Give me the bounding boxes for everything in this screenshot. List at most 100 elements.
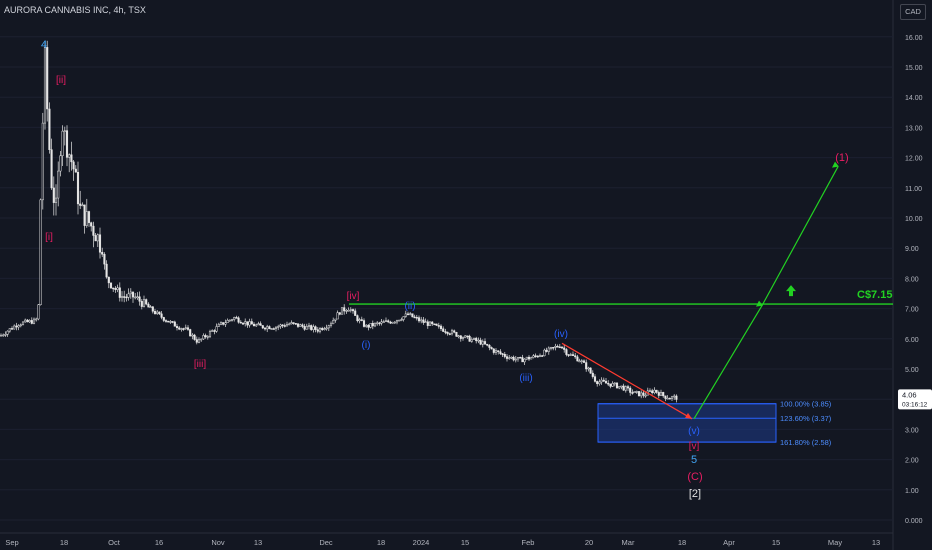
candle (556, 344, 559, 348)
candle (13, 324, 16, 330)
candle (316, 327, 319, 334)
price-axis[interactable]: 16.00 15.00 14.00 13.00 12.00 11.00 10.00 9.00 8… (898, 35, 932, 525)
candle (142, 295, 146, 308)
candle (288, 322, 291, 326)
candle-body (24, 319, 27, 323)
candle (59, 150, 62, 177)
candle-body (349, 309, 352, 311)
candle-body (424, 321, 427, 324)
candle (391, 321, 394, 324)
candle (68, 153, 71, 173)
candle (369, 323, 372, 329)
candle-body (310, 325, 313, 330)
candle (173, 320, 176, 327)
candle-body (402, 316, 405, 320)
candle-body (378, 322, 381, 325)
candle-body (525, 356, 528, 360)
candle (54, 184, 58, 216)
candle-body (369, 323, 372, 328)
candle (666, 395, 669, 400)
candle-body (325, 327, 328, 330)
candle (277, 324, 280, 331)
candle (255, 323, 258, 327)
candle (164, 319, 168, 323)
candle (246, 321, 249, 328)
candle-body (184, 327, 187, 329)
candle (158, 311, 161, 315)
candle (530, 356, 533, 360)
candle (15, 322, 18, 331)
candle (626, 384, 630, 391)
candle (567, 354, 570, 358)
candle-body (43, 47, 47, 124)
candle (21, 321, 25, 326)
currency-badge[interactable]: CAD (900, 4, 926, 20)
candle-body (4, 334, 7, 336)
candle (186, 325, 190, 331)
y-tick-label: 14.00 (905, 95, 923, 102)
candle-body (272, 328, 275, 330)
candle-body (558, 346, 561, 349)
candle (96, 233, 99, 247)
candle (387, 319, 390, 324)
candle (580, 359, 583, 365)
candle-body (556, 345, 559, 348)
candle-body (666, 397, 669, 400)
candle-body (6, 330, 9, 335)
candle (318, 327, 322, 334)
candle-body (543, 349, 546, 357)
candle-body (554, 345, 557, 348)
candle-body (197, 339, 201, 343)
candle (640, 390, 643, 399)
target-price-label: C$7.15 (857, 289, 892, 301)
candle (52, 176, 55, 216)
time-axis[interactable]: Sep 18 Oct 16 Nov 13 Dec 18 2024 15 Feb 20 Mar 18 Apr 1… (5, 538, 880, 547)
candle-body (224, 322, 227, 325)
candle (105, 260, 108, 279)
candle (63, 126, 66, 146)
candle-body (327, 325, 330, 329)
x-tick-label: 13 (872, 538, 880, 547)
candle-body (279, 324, 282, 327)
wave-label: [v] (689, 441, 700, 452)
candle-body (431, 321, 434, 325)
candle (411, 313, 414, 318)
candle-body (202, 335, 205, 340)
candle-body (98, 234, 102, 253)
candle-body (233, 317, 236, 320)
candle-body (644, 394, 647, 397)
candle-body (13, 325, 16, 330)
projection-arrow-icon-1 (756, 300, 763, 307)
candle (525, 356, 528, 361)
candle-body (376, 322, 379, 325)
candle-body (48, 108, 51, 150)
candle (228, 319, 231, 322)
candle (160, 310, 163, 320)
candle (424, 318, 427, 324)
candle (90, 221, 93, 232)
candle (257, 321, 260, 326)
candle (136, 292, 139, 300)
candle-body (472, 337, 476, 340)
candle-body (182, 328, 185, 330)
candle (107, 276, 110, 289)
candle-body (321, 328, 324, 330)
candle (48, 102, 51, 154)
candle (162, 316, 165, 323)
candle-body (609, 383, 612, 387)
candle-body (569, 354, 572, 356)
candle (233, 316, 236, 322)
candle (514, 355, 517, 363)
candle (437, 322, 440, 329)
candle (422, 317, 425, 325)
candle-body (332, 320, 335, 325)
candle (569, 352, 572, 357)
candle-body (37, 304, 40, 320)
candle (116, 284, 119, 293)
candle (180, 327, 183, 332)
candle-body (109, 282, 113, 289)
candle-body (468, 335, 471, 342)
candle-body (668, 397, 671, 400)
candle (32, 317, 36, 325)
